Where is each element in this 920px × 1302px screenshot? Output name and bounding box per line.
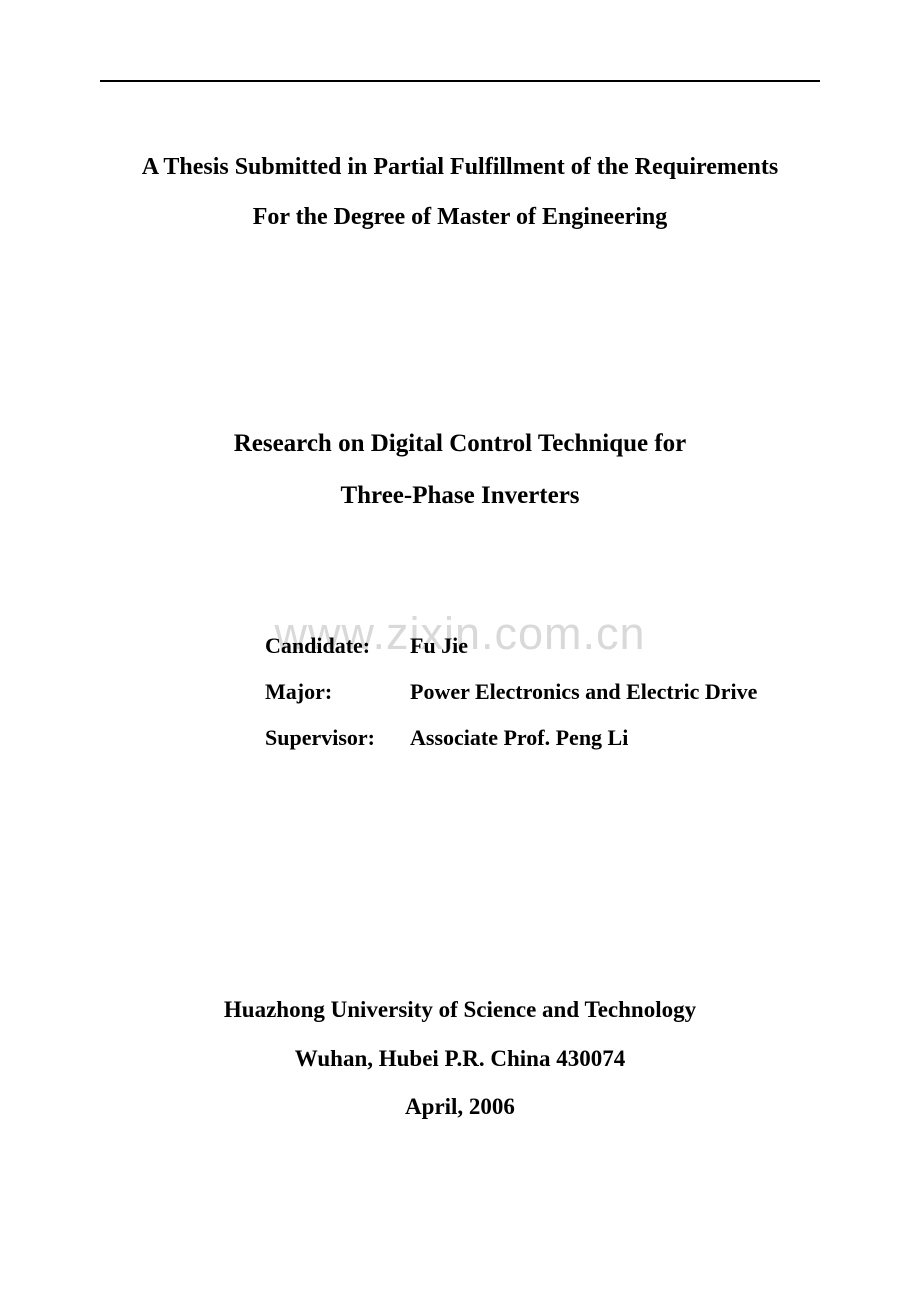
header-rule xyxy=(100,80,820,82)
date-text: April, 2006 xyxy=(100,1083,820,1131)
submission-statement: A Thesis Submitted in Partial Fulfillmen… xyxy=(100,142,820,243)
major-row: Major: Power Electronics and Electric Dr… xyxy=(265,669,820,715)
university-name: Huazhong University of Science and Techn… xyxy=(100,986,820,1034)
title-line-2: Three-Phase Inverters xyxy=(100,470,820,523)
institution-footer: Huazhong University of Science and Techn… xyxy=(100,986,820,1131)
candidate-info-table: Candidate: Fu Jie Major: Power Electroni… xyxy=(265,623,820,762)
candidate-row: Candidate: Fu Jie xyxy=(265,623,820,669)
submission-line-1: A Thesis Submitted in Partial Fulfillmen… xyxy=(100,142,820,192)
candidate-value: Fu Jie xyxy=(410,623,820,669)
supervisor-value: Associate Prof. Peng Li xyxy=(410,715,820,761)
supervisor-label: Supervisor: xyxy=(265,715,410,761)
thesis-title-page: A Thesis Submitted in Partial Fulfillmen… xyxy=(0,0,920,1302)
major-value: Power Electronics and Electric Drive xyxy=(410,669,820,715)
supervisor-row: Supervisor: Associate Prof. Peng Li xyxy=(265,715,820,761)
candidate-label: Candidate: xyxy=(265,623,410,669)
major-label: Major: xyxy=(265,669,410,715)
location-text: Wuhan, Hubei P.R. China 430074 xyxy=(100,1035,820,1083)
thesis-title: Research on Digital Control Technique fo… xyxy=(100,418,820,523)
submission-line-2: For the Degree of Master of Engineering xyxy=(100,192,820,242)
title-line-1: Research on Digital Control Technique fo… xyxy=(100,418,820,471)
